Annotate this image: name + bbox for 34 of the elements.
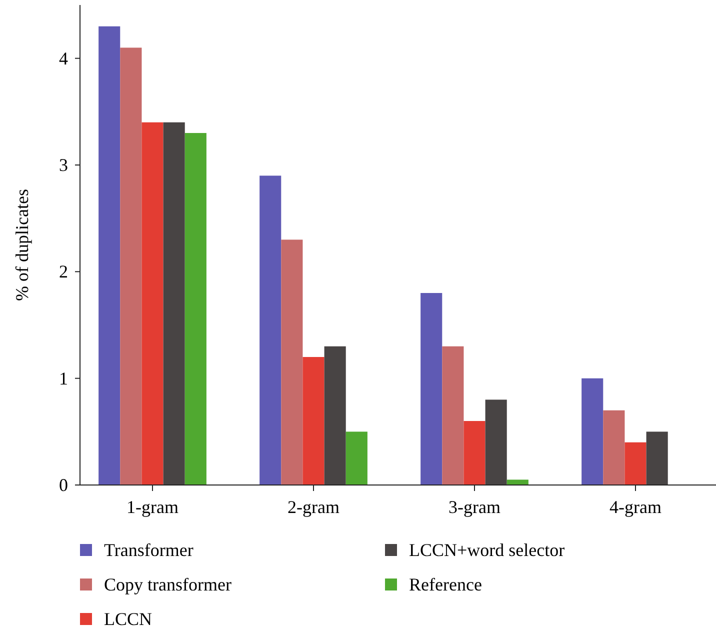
x-tick-label: 3-gram (448, 497, 500, 517)
x-tick-label: 1-gram (126, 497, 178, 517)
x-tick-label: 2-gram (288, 497, 340, 517)
legend-label: LCCN (104, 609, 152, 629)
bar (163, 122, 185, 485)
bar (346, 432, 368, 485)
bar (464, 421, 486, 485)
y-tick-label: 0 (59, 475, 68, 495)
bar (603, 410, 625, 485)
bar (442, 346, 464, 485)
bar (281, 240, 303, 485)
legend-label: Copy transformer (104, 574, 232, 594)
bar (142, 122, 164, 485)
bar (98, 26, 120, 485)
legend-label: Transformer (104, 540, 194, 560)
legend-label: LCCN+word selector (409, 540, 565, 560)
bar (420, 293, 442, 485)
bar (646, 432, 668, 485)
bar (120, 48, 142, 485)
bar (302, 357, 324, 485)
y-axis-title: % of duplicates (12, 189, 32, 301)
y-tick-label: 2 (59, 262, 68, 282)
bar (624, 442, 646, 485)
bar (506, 480, 528, 485)
y-tick-label: 3 (59, 155, 68, 175)
bar (485, 400, 507, 485)
bar (260, 176, 282, 485)
y-tick-label: 1 (59, 368, 68, 388)
bar (582, 378, 604, 485)
bar (324, 346, 346, 485)
bar (184, 133, 206, 485)
legend-label: Reference (409, 574, 482, 594)
x-tick-label: 4-gram (610, 497, 662, 517)
y-tick-label: 4 (59, 48, 68, 68)
